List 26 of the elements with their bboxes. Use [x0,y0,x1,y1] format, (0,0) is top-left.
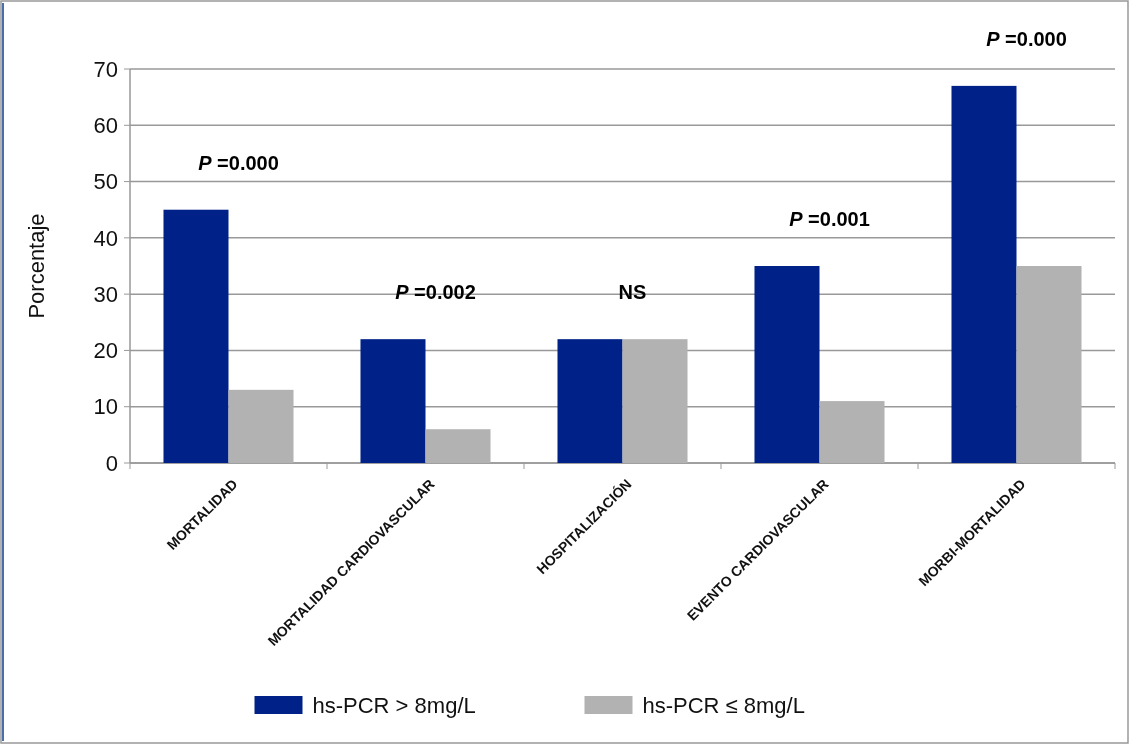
bar [163,209,229,463]
y-tick-label: 20 [93,338,118,364]
annotation: P =0.000 [198,151,279,174]
y-tick-label: 60 [93,112,118,138]
bar [228,389,294,463]
annotation: P =0.001 [789,208,870,230]
bar [951,85,1017,463]
annotation: NS [618,281,647,304]
legend-label: hs-PCR ≤ 8mg/L [642,692,805,718]
y-tick-label: 50 [93,169,118,195]
bar [557,339,623,463]
y-tick-label: 40 [93,225,118,251]
y-axis-title: Porcentaje [24,213,49,319]
bar [425,429,491,463]
bar [1016,266,1082,463]
legend-label: hs-PCR > 8mg/L [312,692,476,718]
y-tick-label: 10 [93,394,118,420]
bar [754,266,820,463]
bar [819,401,885,463]
y-tick-label: 70 [93,56,118,82]
y-tick-label: 30 [93,281,118,307]
text: P =0.000 [986,27,1067,50]
annotation: P =0.002 [395,281,476,304]
bar [622,339,688,463]
y-tick-label: 0 [105,450,118,476]
bar [360,339,426,463]
